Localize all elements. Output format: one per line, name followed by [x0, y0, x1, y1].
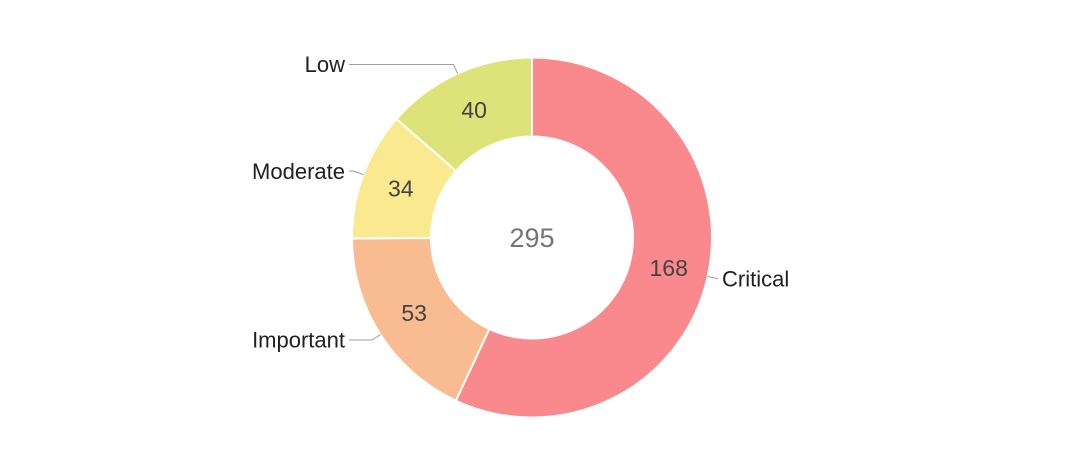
leader-line-important [349, 334, 381, 341]
category-label-important: Important [252, 328, 345, 353]
donut-segment-low[interactable] [395, 56, 533, 173]
donut-segment-important[interactable] [350, 237, 491, 402]
category-label-critical: Critical [722, 266, 789, 291]
category-label-moderate: Moderate [252, 159, 345, 184]
segments-layer [350, 56, 713, 419]
category-label-low: Low [305, 52, 345, 77]
leader-line-low [349, 63, 459, 74]
leader-line-moderate [349, 170, 364, 176]
donut-segment-critical[interactable] [454, 56, 713, 419]
leader-line-critical [707, 275, 718, 280]
center-total-label: 295 [509, 223, 554, 253]
